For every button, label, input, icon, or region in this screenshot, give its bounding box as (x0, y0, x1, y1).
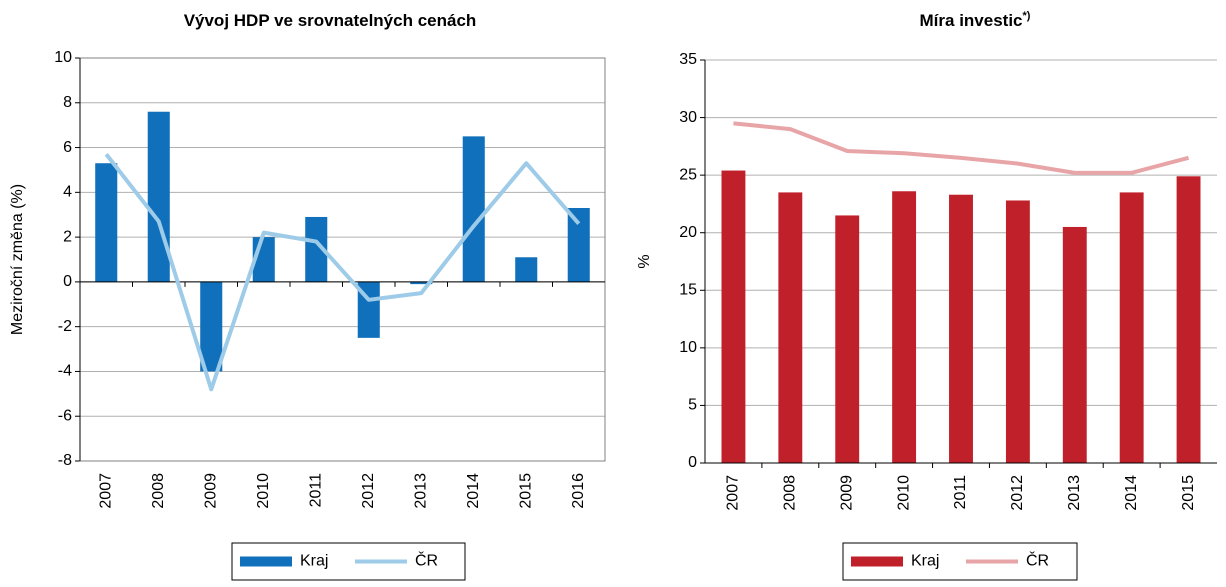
x-tick-label: 2014 (1123, 475, 1140, 511)
bar (1005, 200, 1030, 463)
x-tick-label: 2015 (1180, 475, 1197, 511)
y-tick-label: 8 (63, 94, 72, 111)
bar (1176, 176, 1201, 463)
y-tick-label: 10 (679, 339, 697, 356)
y-axis-label: Meziroční změna (%) (9, 184, 26, 335)
bar (1119, 192, 1144, 463)
y-tick-label: 4 (63, 184, 72, 201)
y-tick-label: -4 (58, 363, 72, 380)
y-tick-label: 2 (63, 228, 72, 245)
title-text: Míra investic (920, 11, 1023, 30)
x-tick-label: 2007 (725, 475, 742, 511)
y-tick-label: 20 (679, 224, 697, 241)
bar (410, 281, 433, 285)
bar (305, 216, 328, 282)
y-tick-label: 0 (688, 454, 697, 471)
legend-label: Kraj (300, 553, 328, 570)
bar (200, 281, 223, 372)
x-tick-label: 2016 (570, 473, 587, 509)
title-note: *) (1023, 10, 1031, 22)
y-tick-label: 35 (679, 51, 697, 68)
x-tick-label: 2011 (952, 475, 969, 510)
legend-label: Kraj (911, 553, 939, 570)
line (104, 153, 581, 392)
x-tick-label: 2014 (465, 473, 482, 509)
y-tick-label: 10 (54, 49, 72, 66)
x-tick-label: 2012 (360, 473, 377, 509)
y-tick-label: 30 (679, 109, 697, 126)
legend-label: ČR (415, 551, 438, 570)
bar (778, 192, 803, 463)
legend-label: ČR (1026, 551, 1049, 570)
x-tick-label: 2008 (782, 475, 799, 511)
title-text: Vývoj HDP ve srovnatelných cenách (184, 11, 477, 30)
chart-title: Vývoj HDP ve srovnatelných cenách (184, 11, 477, 30)
x-tick-label: 2009 (202, 473, 219, 509)
y-tick-label: 6 (63, 139, 72, 156)
y-tick-label: 5 (688, 397, 697, 414)
x-tick-label: 2009 (838, 475, 855, 511)
x-tick-label: 2007 (97, 473, 114, 509)
x-tick-label: 2008 (150, 473, 167, 509)
line (733, 121, 1190, 175)
bar (515, 257, 538, 282)
bar (949, 194, 973, 463)
x-tick-label: 2012 (1009, 475, 1026, 511)
y-tick-label: 15 (679, 282, 697, 299)
bar (721, 170, 746, 463)
legend-swatch (851, 556, 903, 567)
x-tick-label: 2013 (1066, 475, 1083, 511)
y-tick-label: -8 (58, 452, 72, 469)
x-tick-label: 2013 (412, 473, 429, 509)
bar (892, 191, 917, 463)
bar (95, 163, 118, 282)
x-tick-label: 2011 (307, 473, 324, 508)
y-tick-label: 25 (679, 166, 697, 183)
x-tick-label: 2010 (895, 475, 912, 511)
bar (462, 136, 485, 282)
bar (1062, 226, 1087, 463)
bar (147, 111, 170, 282)
x-tick-label: 2015 (517, 473, 534, 509)
chart-title: Míra investic*) (920, 10, 1031, 31)
x-tick-label: 2010 (255, 473, 272, 509)
y-tick-label: -2 (58, 318, 72, 335)
y-tick-label: -6 (58, 407, 72, 424)
bar (835, 215, 860, 463)
y-axis-label: % (636, 254, 653, 268)
bar (567, 208, 590, 282)
legend-swatch (240, 556, 292, 567)
y-tick-label: 0 (63, 273, 72, 290)
